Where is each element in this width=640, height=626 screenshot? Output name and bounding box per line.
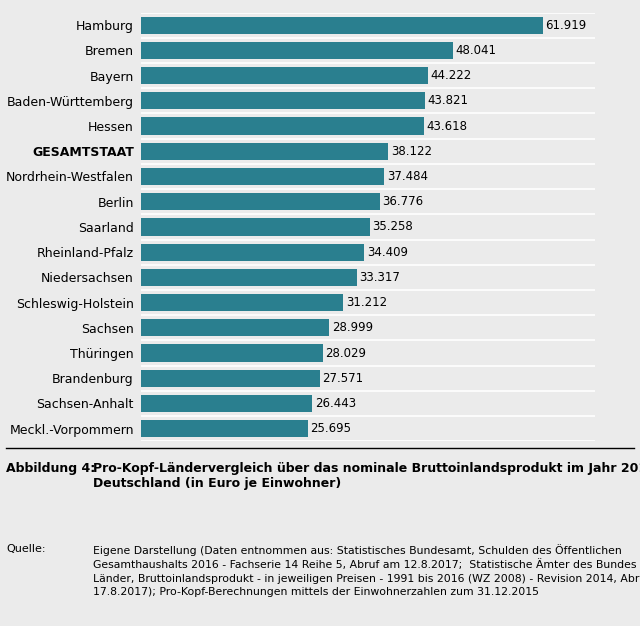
Bar — [141, 16, 543, 34]
Bar — [141, 294, 344, 311]
Bar — [141, 67, 428, 84]
Text: Quelle:: Quelle: — [6, 544, 46, 554]
Bar — [141, 244, 364, 260]
Text: 36.776: 36.776 — [382, 195, 423, 208]
Text: 27.571: 27.571 — [323, 372, 364, 385]
Bar — [141, 269, 357, 286]
Bar — [141, 92, 425, 110]
Bar — [141, 370, 320, 387]
Text: 28.999: 28.999 — [332, 321, 372, 334]
Bar — [141, 118, 424, 135]
Text: Eigene Darstellung (Daten entnommen aus: Statistisches Bundesamt, Schulden des Ö: Eigene Darstellung (Daten entnommen aus:… — [93, 544, 640, 597]
Bar — [141, 344, 323, 362]
Text: 33.317: 33.317 — [360, 271, 401, 284]
Text: 61.919: 61.919 — [545, 19, 587, 32]
Bar — [141, 218, 370, 235]
Bar — [141, 395, 312, 412]
Bar — [141, 143, 388, 160]
Bar — [141, 193, 380, 210]
Bar — [141, 319, 329, 336]
Text: 31.212: 31.212 — [346, 296, 387, 309]
Text: 43.821: 43.821 — [428, 95, 469, 107]
Text: Pro-Kopf-Ländervergleich über das nominale Bruttoinlandsprodukt im Jahr 2016 in
: Pro-Kopf-Ländervergleich über das nomina… — [93, 462, 640, 490]
Text: 35.258: 35.258 — [372, 220, 413, 233]
Text: 43.618: 43.618 — [426, 120, 468, 133]
Text: 25.695: 25.695 — [310, 422, 351, 435]
Text: 28.029: 28.029 — [325, 347, 366, 359]
Text: 37.484: 37.484 — [387, 170, 428, 183]
Text: Abbildung 4:: Abbildung 4: — [6, 462, 95, 475]
Text: 44.222: 44.222 — [431, 69, 472, 82]
Bar — [141, 420, 308, 438]
Text: 34.409: 34.409 — [367, 245, 408, 259]
Bar — [141, 42, 452, 59]
Text: 26.443: 26.443 — [315, 397, 356, 410]
Text: 38.122: 38.122 — [391, 145, 432, 158]
Bar — [141, 168, 384, 185]
Text: 48.041: 48.041 — [455, 44, 496, 57]
